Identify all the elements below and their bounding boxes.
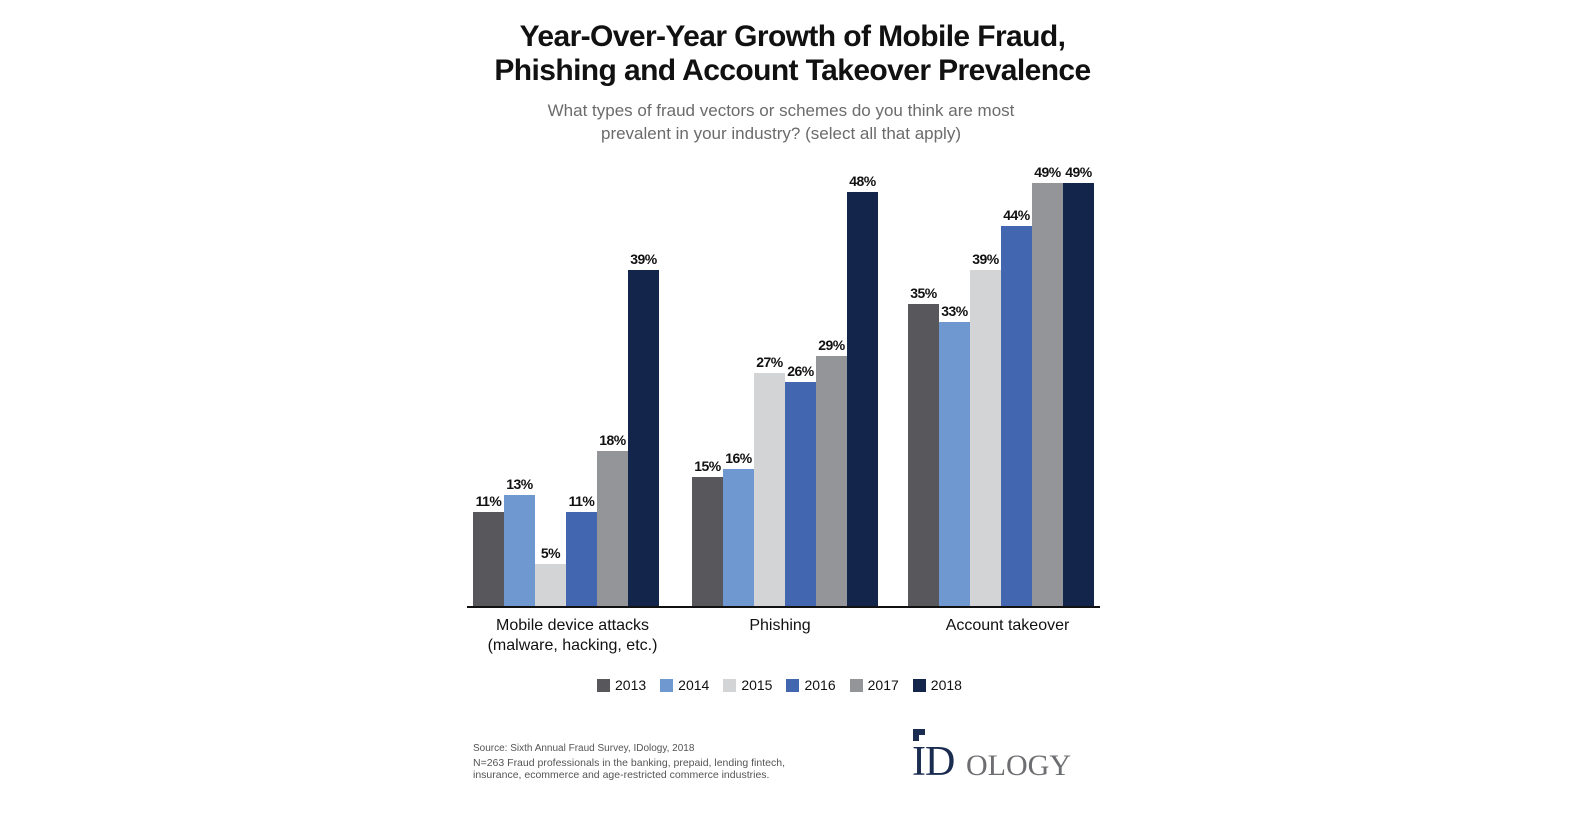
chart-subtitle: What types of fraud vectors or schemes d…	[0, 99, 1562, 145]
bar-value-label: 26%	[787, 363, 814, 379]
bar-value-label: 15%	[694, 458, 721, 474]
category-label-mobile-device-attacks: Mobile device attacks (malware, hacking,…	[465, 616, 680, 656]
sample-note: N=263 Fraud professionals in the banking…	[473, 757, 853, 781]
bar-2013	[692, 477, 723, 607]
chart-title-line-2: Phishing and Account Takeover Prevalence	[494, 54, 1091, 87]
legend-swatch-2014	[660, 678, 674, 692]
bar-2015	[754, 373, 785, 607]
legend-item-2015: 2015	[723, 677, 772, 693]
legend-item-2018: 2018	[912, 677, 962, 693]
bar-2013	[473, 512, 504, 607]
bar-2014	[939, 322, 970, 607]
chart-subtitle-line-1: What types of fraud vectors or schemes d…	[547, 101, 1015, 120]
legend-item-2014: 2014	[660, 677, 709, 693]
logo-mark-notch	[919, 735, 925, 741]
legend-swatch-2016	[786, 678, 800, 692]
bar-2014	[504, 495, 535, 607]
legend-swatch-2015	[723, 678, 737, 692]
sample-note-line-1: N=263 Fraud professionals in the banking…	[473, 757, 785, 769]
legend-swatch-2017	[849, 678, 863, 692]
bar-2018	[847, 192, 878, 607]
bar-value-label: 49%	[1034, 164, 1061, 180]
legend-item-2016: 2016	[786, 677, 836, 693]
logo-ology-text: OLOGY	[966, 749, 1071, 782]
legend-label: 2016	[804, 677, 836, 693]
chart-title-line-1: Year-Over-Year Growth of Mobile Fraud,	[519, 20, 1066, 53]
bar-2016	[566, 512, 597, 607]
bar-2013	[908, 304, 939, 607]
legend-label: 2014	[678, 677, 710, 693]
bar-value-label: 13%	[506, 476, 533, 492]
bar-2017	[1032, 183, 1063, 607]
bar-value-label: 16%	[725, 450, 752, 466]
legend-item-2013: 2013	[597, 677, 646, 693]
bar-value-label: 11%	[568, 493, 595, 509]
source-note: Source: Sixth Annual Fraud Survey, IDolo…	[473, 743, 695, 754]
bar-2016	[1001, 226, 1032, 607]
logo-id-text: ID	[912, 739, 955, 785]
bar-value-label: 18%	[599, 432, 626, 448]
legend-item-2017: 2017	[849, 677, 899, 693]
category-label-line-2: (malware, hacking, etc.)	[487, 637, 658, 654]
bar-2014	[723, 469, 754, 607]
legend-label: 2013	[615, 677, 647, 693]
bar-value-label: 48%	[849, 173, 876, 189]
bar-2017	[816, 356, 847, 607]
category-label-phishing: Phishing	[749, 617, 811, 634]
category-label-line-1: Mobile device attacks	[496, 617, 649, 634]
bar-value-label: 29%	[818, 337, 845, 353]
legend-label: 2017	[867, 677, 899, 693]
chart-subtitle-line-2: prevalent in your industry? (select all …	[600, 124, 961, 143]
legend-label: 2018	[930, 677, 962, 693]
bar-value-label: 27%	[756, 354, 783, 370]
bar-2018	[628, 270, 659, 607]
bar-value-label: 11%	[475, 493, 502, 509]
bar-value-label: 39%	[630, 251, 657, 267]
bar-value-label: 49%	[1065, 164, 1092, 180]
bar-2015	[535, 564, 566, 607]
bar-value-label: 44%	[1003, 207, 1030, 223]
bar-value-label: 35%	[910, 285, 937, 301]
bar-2016	[785, 382, 816, 607]
category-label-account-takeover: Account takeover	[945, 617, 1070, 634]
legend-label: 2015	[741, 677, 773, 693]
bar-value-label: 33%	[941, 303, 968, 319]
bar-2018	[1063, 183, 1094, 607]
bar-2015	[970, 270, 1001, 607]
bar-2017	[597, 451, 628, 607]
x-axis-line	[467, 606, 1100, 608]
sample-note-line-2: insurance, ecommerce and age-restricted …	[473, 769, 770, 781]
legend-swatch-2013	[597, 678, 610, 692]
bar-value-label: 5%	[540, 545, 561, 561]
idology-logo: ID OLOGY	[910, 727, 1110, 787]
bar-value-label: 39%	[972, 251, 999, 267]
legend-swatch-2018	[912, 678, 926, 692]
chart-title: Year-Over-Year Growth of Mobile Fraud, P…	[0, 20, 1585, 88]
chart-legend: 2013 2014 2015 2016 2017 2018	[597, 677, 976, 693]
